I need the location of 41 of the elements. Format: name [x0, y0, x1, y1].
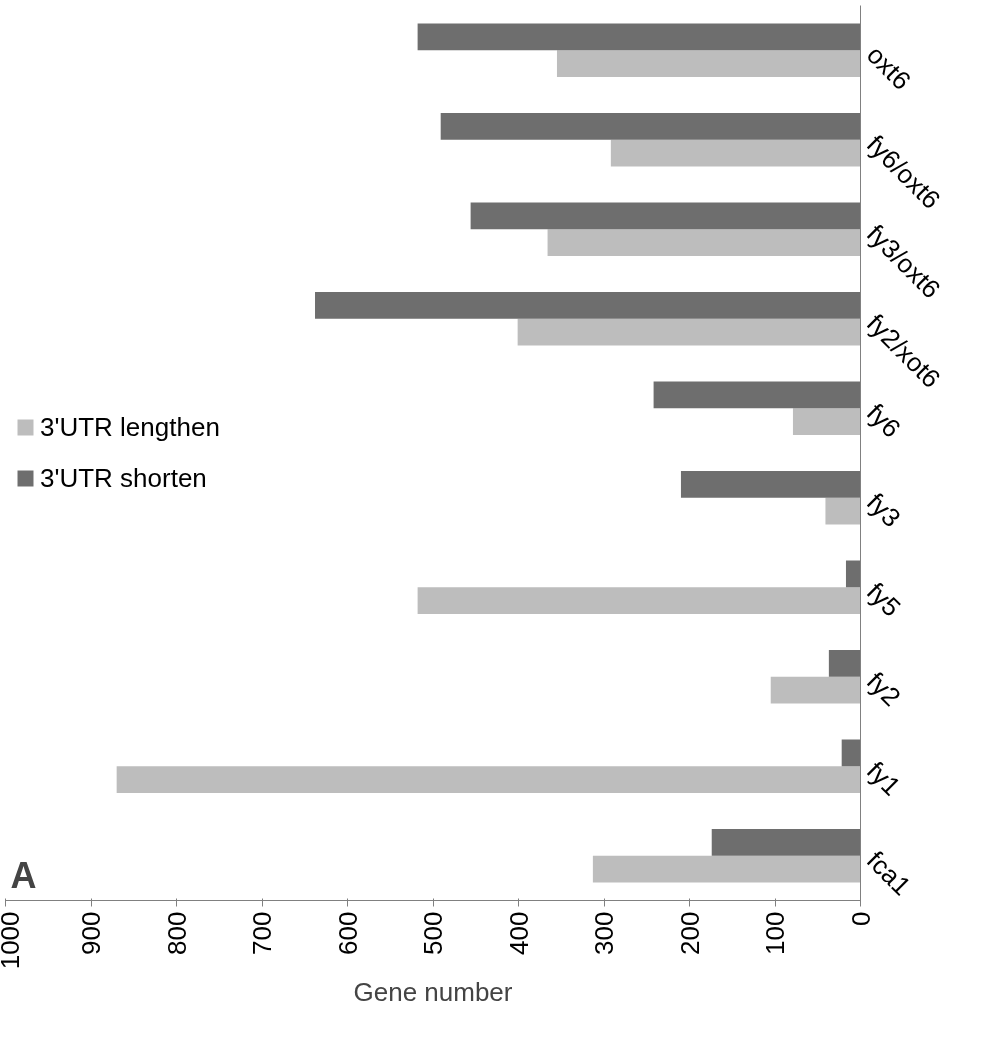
x-tick-label: 700 — [247, 911, 277, 955]
bar — [315, 291, 861, 319]
bar — [845, 560, 861, 588]
bar — [417, 23, 861, 51]
x-tick-label: 500 — [418, 911, 448, 955]
bar — [417, 587, 861, 615]
x-tick-label: 200 — [674, 911, 705, 955]
bar — [680, 470, 861, 498]
x-tick-label: 300 — [589, 911, 619, 955]
bar — [828, 649, 861, 677]
x-tick-label: 400 — [503, 911, 534, 955]
x-tick-label: 0 — [845, 911, 876, 926]
x-tick-label: 1000 — [0, 911, 25, 970]
bar — [440, 112, 861, 140]
y-tick-label: fy2 — [860, 666, 907, 712]
y-tick-label: oxt6 — [860, 39, 917, 96]
bar — [592, 855, 861, 883]
bar — [517, 318, 861, 346]
bar — [653, 381, 861, 409]
bar — [711, 828, 861, 856]
bar — [547, 229, 861, 257]
bar — [610, 139, 861, 167]
annotation: A — [10, 854, 37, 896]
bar — [116, 766, 861, 794]
x-axis-title: Gene number — [353, 977, 513, 1008]
y-tick-label: fy3 — [860, 487, 907, 533]
y-tick-label: fy5 — [860, 576, 907, 623]
bar — [841, 739, 861, 767]
x-tick-label: 900 — [76, 911, 106, 955]
y-tick-label: fy1 — [860, 755, 907, 802]
bar — [556, 50, 861, 78]
y-tick-label: fy6 — [860, 397, 907, 444]
bar — [770, 676, 861, 704]
bar — [792, 408, 861, 436]
x-tick-label: 600 — [332, 911, 363, 955]
legend-label: 3'UTR shorten — [40, 462, 207, 494]
bar — [470, 202, 861, 230]
x-tick-label: 100 — [760, 911, 790, 955]
bar — [825, 497, 861, 525]
x-tick-label: 800 — [161, 911, 192, 955]
legend-label: 3'UTR lengthen — [40, 411, 220, 443]
